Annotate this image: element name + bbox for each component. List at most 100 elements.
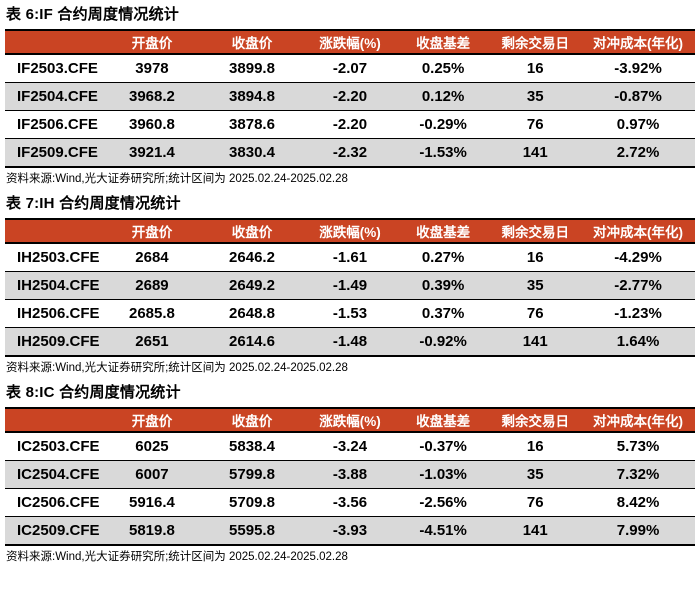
report-page: 表 6:IF 合约周度情况统计 开盘价 收盘价 涨跌幅(%) 收盘基差 剩余交易…: [5, 6, 695, 564]
value-cell: 0.39%: [396, 271, 490, 300]
table-section-ic: 表 8:IC 合约周度情况统计 开盘价 收盘价 涨跌幅(%) 收盘基差 剩余交易…: [5, 384, 695, 564]
value-cell: 3968.2: [102, 82, 201, 111]
value-cell: 5799.8: [200, 460, 304, 489]
table-row: IH2506.CFE 2685.8 2648.8 -1.53 0.37% 76 -1.23%: [5, 299, 695, 328]
value-cell: 5.73%: [616, 438, 660, 455]
value-cell: 6025: [135, 438, 169, 455]
futures-table-ic: 开盘价 收盘价 涨跌幅(%) 收盘基差 剩余交易日 对冲成本(年化) IC250…: [5, 407, 695, 546]
column-header-open: 开盘价: [102, 407, 201, 433]
value-cell: 3978: [135, 60, 169, 77]
table-row: IF2503.CFE 3978 3899.8 -2.07 0.25% 16 -3.92%: [5, 54, 695, 83]
value-cell: -3.88: [303, 460, 397, 489]
value-cell: 8.42%: [581, 488, 695, 517]
value-cell: 141: [489, 516, 582, 545]
column-header-open: 开盘价: [102, 29, 201, 55]
table-row: IH2503.CFE 2684 2646.2 -1.61 0.27% 16 -4.29%: [5, 243, 695, 272]
value-cell: 141: [489, 327, 582, 356]
header-row: 开盘价 收盘价 涨跌幅(%) 收盘基差 剩余交易日 对冲成本(年化): [5, 218, 695, 244]
column-header-contract: [5, 407, 103, 433]
column-header-basis: 收盘基差: [396, 407, 490, 433]
column-header-basis: 收盘基差: [396, 218, 490, 244]
futures-table-if: 开盘价 收盘价 涨跌幅(%) 收盘基差 剩余交易日 对冲成本(年化) IF250…: [5, 29, 695, 168]
table-title-ic: 表 8:IC 合约周度情况统计: [6, 384, 181, 401]
value-cell: 76: [489, 299, 582, 328]
column-header-open: 开盘价: [102, 218, 201, 244]
column-header-days: 剩余交易日: [489, 29, 582, 55]
table-section-ih: 表 7:IH 合约周度情况统计 开盘价 收盘价 涨跌幅(%) 收盘基差 剩余交易…: [5, 195, 695, 375]
table-title-if: 表 6:IF 合约周度情况统计: [6, 6, 180, 23]
value-cell: 3894.8: [200, 82, 304, 111]
value-cell: 2689: [102, 271, 201, 300]
value-cell: 3899.8: [229, 60, 275, 77]
value-cell: -2.20: [303, 110, 397, 139]
value-cell: 0.37%: [396, 299, 490, 328]
column-header-change: 涨跌幅(%): [303, 29, 397, 55]
value-cell: -0.87%: [581, 82, 695, 111]
value-cell: 2614.6: [200, 327, 304, 356]
value-cell: -0.37%: [419, 438, 467, 455]
column-header-hedgecost: 对冲成本(年化): [581, 218, 695, 244]
value-cell: 0.97%: [581, 110, 695, 139]
value-cell: -0.92%: [396, 327, 490, 356]
value-cell: 0.27%: [421, 249, 465, 266]
value-cell: -1.53%: [396, 138, 490, 167]
value-cell: -3.92%: [614, 60, 662, 77]
table-title-ih: 表 7:IH 合约周度情况统计: [6, 195, 181, 212]
value-cell: -2.77%: [581, 271, 695, 300]
column-header-close: 收盘价: [200, 218, 304, 244]
contract-name-cell: IF2503.CFE: [17, 60, 98, 77]
table-row: IC2506.CFE 5916.4 5709.8 -3.56 -2.56% 76 8.42%: [5, 488, 695, 517]
contract-name-cell: IH2503.CFE: [17, 249, 100, 266]
value-cell: -2.32: [303, 138, 397, 167]
value-cell: 5838.4: [229, 438, 275, 455]
value-cell: 2685.8: [102, 299, 201, 328]
value-cell: 0.12%: [396, 82, 490, 111]
value-cell: 3960.8: [102, 110, 201, 139]
table-section-if: 表 6:IF 合约周度情况统计 开盘价 收盘价 涨跌幅(%) 收盘基差 剩余交易…: [5, 6, 695, 186]
value-cell: -2.56%: [396, 488, 490, 517]
contract-name-cell: IC2504.CFE: [5, 460, 103, 489]
contract-name-cell: IH2509.CFE: [5, 327, 103, 356]
table-row: IH2504.CFE 2689 2649.2 -1.49 0.39% 35 -2.77%: [5, 271, 695, 300]
value-cell: 2.72%: [581, 138, 695, 167]
column-header-contract: [5, 29, 103, 55]
contract-name-cell: IF2506.CFE: [5, 110, 103, 139]
column-header-days: 剩余交易日: [489, 407, 582, 433]
value-cell: -3.93: [303, 516, 397, 545]
source-note: 资料来源:Wind,光大证券研究所;统计区间为 2025.02.24-2025.…: [6, 551, 348, 563]
value-cell: 2651: [102, 327, 201, 356]
value-cell: 16: [526, 438, 544, 455]
column-header-change: 涨跌幅(%): [303, 407, 397, 433]
value-cell: 6007: [102, 460, 201, 489]
value-cell: -1.03%: [396, 460, 490, 489]
value-cell: -3.24: [332, 438, 368, 455]
value-cell: 5595.8: [200, 516, 304, 545]
table-row: IF2509.CFE 3921.4 3830.4 -2.32 -1.53% 141 2.72…: [5, 138, 695, 167]
value-cell: 76: [489, 110, 582, 139]
column-header-change: 涨跌幅(%): [303, 218, 397, 244]
value-cell: -1.49: [303, 271, 397, 300]
column-header-days: 剩余交易日: [489, 218, 582, 244]
value-cell: 2648.8: [200, 299, 304, 328]
value-cell: -4.51%: [396, 516, 490, 545]
contract-name-cell: IC2506.CFE: [5, 488, 103, 517]
table-row: IH2509.CFE 2651 2614.6 -1.48 -0.92% 141 1.64%: [5, 327, 695, 356]
value-cell: 7.32%: [581, 460, 695, 489]
contract-name-cell: IC2509.CFE: [5, 516, 103, 545]
value-cell: -1.48: [303, 327, 397, 356]
value-cell: 35: [489, 82, 582, 111]
contract-name-cell: IF2509.CFE: [5, 138, 103, 167]
value-cell: -2.07: [332, 60, 368, 77]
value-cell: 35: [489, 460, 582, 489]
table-row: IF2504.CFE 3968.2 3894.8 -2.20 0.12% 35 -0.87%: [5, 82, 695, 111]
value-cell: 3921.4: [102, 138, 201, 167]
value-cell: 3830.4: [200, 138, 304, 167]
column-header-basis: 收盘基差: [396, 29, 490, 55]
header-row: 开盘价 收盘价 涨跌幅(%) 收盘基差 剩余交易日 对冲成本(年化): [5, 29, 695, 55]
value-cell: 76: [489, 488, 582, 517]
source-note: 资料来源:Wind,光大证券研究所;统计区间为 2025.02.24-2025.…: [6, 173, 348, 185]
header-row: 开盘价 收盘价 涨跌幅(%) 收盘基差 剩余交易日 对冲成本(年化): [5, 407, 695, 433]
source-note: 资料来源:Wind,光大证券研究所;统计区间为 2025.02.24-2025.…: [6, 362, 348, 374]
value-cell: 16: [526, 60, 544, 77]
value-cell: 5916.4: [102, 488, 201, 517]
